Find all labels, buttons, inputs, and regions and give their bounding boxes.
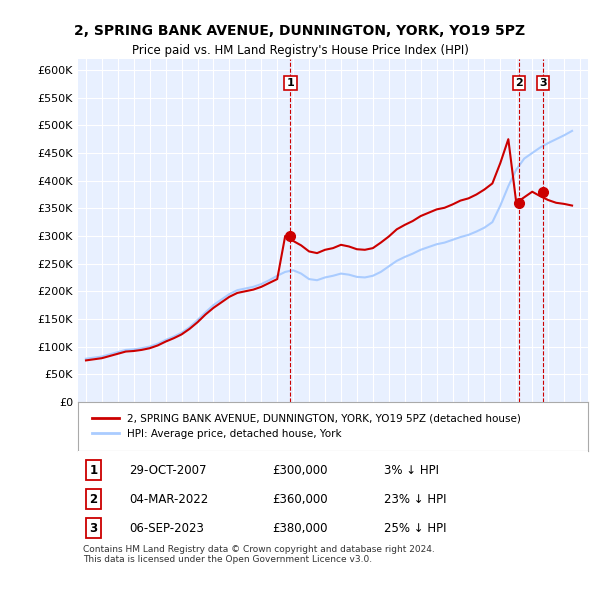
Text: 29-OCT-2007: 29-OCT-2007 bbox=[129, 464, 206, 477]
Text: 23% ↓ HPI: 23% ↓ HPI bbox=[384, 493, 446, 506]
Text: Price paid vs. HM Land Registry's House Price Index (HPI): Price paid vs. HM Land Registry's House … bbox=[131, 44, 469, 57]
Text: 1: 1 bbox=[287, 78, 295, 88]
Text: Contains HM Land Registry data © Crown copyright and database right 2024.
This d: Contains HM Land Registry data © Crown c… bbox=[83, 545, 435, 564]
Legend: 2, SPRING BANK AVENUE, DUNNINGTON, YORK, YO19 5PZ (detached house), HPI: Average: 2, SPRING BANK AVENUE, DUNNINGTON, YORK,… bbox=[88, 409, 525, 443]
Text: 2, SPRING BANK AVENUE, DUNNINGTON, YORK, YO19 5PZ: 2, SPRING BANK AVENUE, DUNNINGTON, YORK,… bbox=[74, 24, 526, 38]
Text: 25% ↓ HPI: 25% ↓ HPI bbox=[384, 522, 446, 535]
Text: 04-MAR-2022: 04-MAR-2022 bbox=[129, 493, 208, 506]
Text: 3% ↓ HPI: 3% ↓ HPI bbox=[384, 464, 439, 477]
Text: £380,000: £380,000 bbox=[272, 522, 328, 535]
Text: 2: 2 bbox=[89, 493, 97, 506]
Text: 06-SEP-2023: 06-SEP-2023 bbox=[129, 522, 204, 535]
Text: 2: 2 bbox=[515, 78, 523, 88]
Text: £360,000: £360,000 bbox=[272, 493, 328, 506]
Text: 3: 3 bbox=[89, 522, 97, 535]
Text: 3: 3 bbox=[539, 78, 547, 88]
Text: £300,000: £300,000 bbox=[272, 464, 328, 477]
Text: 1: 1 bbox=[89, 464, 97, 477]
